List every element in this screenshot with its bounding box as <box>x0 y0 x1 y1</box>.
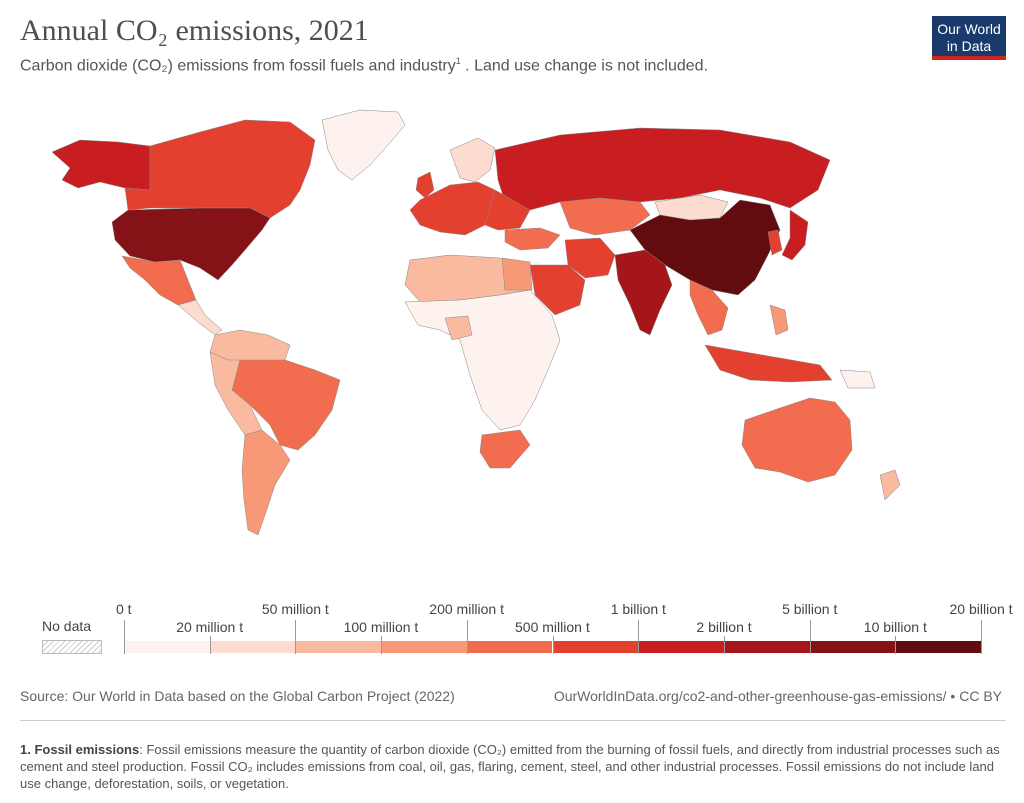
region-alaska[interactable] <box>51 139 151 191</box>
region-eastern-europe[interactable] <box>484 189 531 231</box>
legend-swatch[interactable] <box>295 641 382 653</box>
region-mexico[interactable] <box>121 255 197 306</box>
legend-tick <box>552 636 554 654</box>
logo-line-2: in Data <box>946 38 992 54</box>
legend-top-label: 1 billion t <box>610 601 666 617</box>
subtitle-suffix: . Land use change is not included. <box>460 57 709 75</box>
region-india[interactable] <box>614 249 673 336</box>
region-china[interactable] <box>629 199 781 296</box>
region-kazakhstan[interactable] <box>559 197 651 236</box>
region-russia[interactable] <box>494 127 831 211</box>
region-argentina-chile[interactable] <box>241 429 291 536</box>
legend-swatch[interactable] <box>209 641 296 653</box>
region-turkey[interactable] <box>504 227 561 251</box>
legend-top-label: 50 million t <box>261 601 329 617</box>
legend-swatch[interactable] <box>124 641 210 653</box>
region-new-zealand[interactable] <box>879 469 901 501</box>
footnote-mark[interactable]: 1 <box>455 56 461 66</box>
legend-swatch[interactable] <box>466 641 553 653</box>
legend-bottom-label: 10 billion t <box>863 619 927 635</box>
legend-tick <box>723 636 725 654</box>
legend-no-data-label: No data <box>42 618 92 634</box>
world-map[interactable] <box>0 90 1024 550</box>
region-central-america[interactable] <box>177 299 223 336</box>
region-scandinavia[interactable] <box>449 137 496 183</box>
legend-swatch[interactable] <box>723 641 810 653</box>
region-canada[interactable] <box>124 119 316 219</box>
region-southeast-asia[interactable] <box>689 279 729 336</box>
region-sub-saharan-africa[interactable] <box>404 289 561 431</box>
region-japan[interactable] <box>781 209 809 261</box>
legend-top-label: 0 t <box>116 601 132 617</box>
source-url-link[interactable]: OurWorldInData.org/co2-and-other-greenho… <box>553 688 1002 704</box>
legend-swatch[interactable] <box>638 641 724 653</box>
legend-swatch[interactable] <box>381 641 467 653</box>
chart-title: Annual CO₂ emissions, 2021 <box>20 14 369 47</box>
footnote-label: 1. Fossil emissions <box>20 742 140 757</box>
legend-bottom-label: 2 billion t <box>696 619 752 635</box>
chart-subtitle: Carbon dioxide (CO₂) emissions from foss… <box>20 56 708 75</box>
legend-bottom-label: 20 million t <box>176 619 244 635</box>
region-indonesia[interactable] <box>704 344 833 383</box>
legend-tick <box>809 620 811 654</box>
legend-swatch[interactable] <box>809 641 896 653</box>
legend-tick <box>466 620 468 654</box>
region-nigeria[interactable] <box>444 315 473 341</box>
region-australia[interactable] <box>741 397 853 483</box>
region-united-states[interactable] <box>111 207 271 281</box>
footer-divider <box>20 720 1006 721</box>
region-south-africa[interactable] <box>479 429 531 469</box>
legend-tick <box>981 620 982 654</box>
legend-top-label: 5 billion t <box>782 601 838 617</box>
region-united-kingdom[interactable] <box>415 171 435 199</box>
legend-no-data-swatch[interactable] <box>42 640 102 654</box>
legend-tick <box>209 636 211 654</box>
legend-tick <box>381 636 383 654</box>
region-papua-new-guinea[interactable] <box>839 369 876 389</box>
region-peru-bolivia[interactable] <box>209 351 263 436</box>
legend-tick <box>295 620 297 654</box>
legend-tick <box>124 620 125 654</box>
legend-tick <box>638 620 640 654</box>
legend-tick <box>895 636 897 654</box>
region-egypt[interactable] <box>501 257 533 291</box>
legend-top-label: 200 million t <box>429 601 504 617</box>
legend-swatch[interactable] <box>895 641 981 653</box>
footnote: 1. Fossil emissions: Fossil emissions me… <box>20 741 1000 792</box>
legend-swatch[interactable] <box>552 641 639 653</box>
region-greenland[interactable] <box>321 109 406 181</box>
region-korea[interactable] <box>767 229 783 256</box>
subtitle-text: Carbon dioxide (CO₂) emissions from foss… <box>20 57 456 75</box>
footnote-text: : Fossil emissions measure the quantity … <box>20 742 1000 791</box>
region-saudi-arabia[interactable] <box>529 264 586 316</box>
source-text: Source: Our World in Data based on the G… <box>20 688 455 704</box>
region-philippines[interactable] <box>769 304 789 336</box>
logo-line-1: Our World <box>937 21 1001 37</box>
legend-bottom-label: 500 million t <box>515 619 590 635</box>
legend-bottom-label: 100 million t <box>343 619 419 635</box>
legend-top-label: 20 billion t <box>949 601 1013 617</box>
owid-logo[interactable]: Our World in Data <box>932 16 1006 60</box>
